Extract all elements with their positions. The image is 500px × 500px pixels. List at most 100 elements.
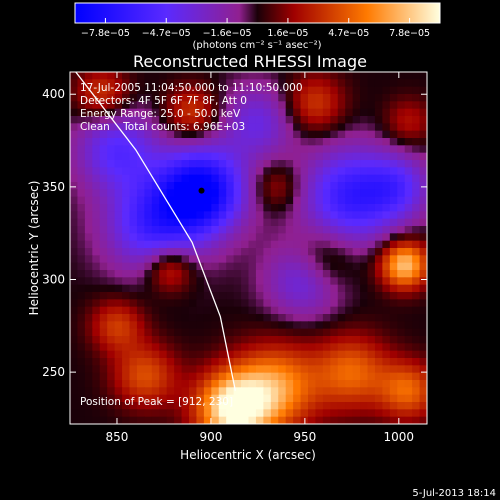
heatmap-cell — [278, 416, 287, 424]
heatmap-cell — [129, 226, 138, 234]
heatmap-cell — [241, 387, 250, 396]
heatmap-cell — [203, 72, 212, 80]
heatmap-cell — [159, 350, 168, 359]
heatmap-cell — [397, 218, 406, 227]
heatmap-cell — [419, 387, 427, 396]
heatmap-cell — [248, 248, 257, 256]
heatmap-cell — [181, 138, 190, 146]
heatmap-cell — [337, 365, 346, 374]
heatmap-cell — [226, 394, 235, 403]
heatmap-cell — [330, 372, 339, 381]
heatmap-cell — [196, 72, 205, 80]
heatmap-cell — [166, 314, 175, 322]
heatmap-cell — [196, 409, 205, 418]
heatmap-cell — [77, 116, 86, 124]
heatmap-cell — [337, 343, 346, 352]
heatmap-cell — [330, 160, 339, 168]
heatmap-cell — [419, 101, 427, 110]
heatmap-cell — [77, 292, 86, 300]
heatmap-cell — [293, 130, 302, 139]
heatmap-cell — [211, 94, 220, 102]
heatmap-cell — [300, 145, 309, 154]
heatmap-cell — [92, 255, 101, 264]
heatmap-cell — [129, 358, 138, 366]
heatmap-cell — [189, 292, 198, 300]
heatmap-cell — [352, 306, 361, 315]
heatmap-cell — [181, 79, 190, 88]
heatmap-cell — [367, 226, 376, 234]
heatmap-cell — [166, 152, 175, 161]
heatmap-cell — [308, 343, 317, 352]
heatmap-cell — [293, 218, 302, 227]
heatmap-cell — [122, 226, 131, 234]
heatmap-cell — [315, 123, 324, 132]
heatmap-cell — [308, 182, 317, 190]
heatmap-cell — [99, 108, 108, 117]
heatmap-cell — [308, 145, 317, 154]
heatmap-cell — [322, 387, 331, 396]
heatmap-cell — [84, 292, 93, 300]
heatmap-cell — [278, 350, 287, 359]
heatmap-cell — [211, 372, 220, 381]
heatmap-cell — [203, 211, 212, 220]
heatmap-cell — [114, 365, 123, 374]
heatmap-cell — [285, 292, 294, 300]
heatmap-cell — [114, 336, 123, 344]
heatmap-cell — [233, 152, 242, 161]
heatmap-cell — [293, 196, 302, 205]
heatmap-cell — [248, 394, 257, 403]
heatmap-cell — [270, 416, 279, 424]
heatmap-cell — [122, 211, 131, 220]
heatmap-cell — [196, 402, 205, 410]
heatmap-cell — [203, 336, 212, 344]
heatmap-cell — [397, 145, 406, 154]
heatmap-cell — [255, 409, 264, 418]
heatmap-cell — [412, 248, 421, 256]
heatmap-cell — [315, 226, 324, 234]
heatmap-cell — [174, 321, 183, 330]
heatmap-cell — [374, 189, 383, 198]
heatmap-cell — [397, 130, 406, 139]
heatmap-cell — [337, 196, 346, 205]
heatmap-cell — [77, 240, 86, 249]
heatmap-cell — [255, 174, 264, 183]
heatmap-cell — [248, 306, 257, 315]
heatmap-cell — [189, 358, 198, 366]
heatmap-cell — [308, 240, 317, 249]
heatmap-cell — [136, 218, 145, 227]
heatmap-cell — [404, 86, 413, 95]
heatmap-cell — [151, 72, 160, 80]
heatmap-cell — [70, 321, 79, 330]
y-tick-label: 300 — [42, 272, 65, 286]
heatmap-cell — [241, 394, 250, 403]
heatmap-cell — [218, 409, 227, 418]
heatmap-cell — [196, 306, 205, 315]
heatmap-cell — [211, 240, 220, 249]
heatmap-cell — [114, 240, 123, 249]
heatmap-cell — [159, 365, 168, 374]
heatmap-cell — [84, 138, 93, 146]
heatmap-cell — [181, 299, 190, 308]
heatmap-cell — [263, 182, 272, 190]
heatmap-cell — [84, 248, 93, 256]
heatmap-cell — [412, 380, 421, 388]
x-tick-label: 1000 — [384, 430, 415, 444]
heatmap-cell — [84, 262, 93, 271]
footer-timestamp: 5-Jul-2013 18:14 — [412, 488, 496, 499]
heatmap-cell — [226, 240, 235, 249]
heatmap-cell — [285, 394, 294, 403]
heatmap-cell — [248, 130, 257, 139]
heatmap-cell — [389, 130, 398, 139]
heatmap-cell — [114, 167, 123, 176]
heatmap-cell — [92, 130, 101, 139]
heatmap-cell — [77, 218, 86, 227]
heatmap-cell — [352, 152, 361, 161]
heatmap-cell — [129, 196, 138, 205]
heatmap-cell — [278, 79, 287, 88]
heatmap-cell — [345, 255, 354, 264]
heatmap-cell — [397, 270, 406, 278]
heatmap-cell — [189, 248, 198, 256]
heatmap-cell — [278, 358, 287, 366]
heatmap-cell — [77, 409, 86, 418]
heatmap-cell — [151, 380, 160, 388]
